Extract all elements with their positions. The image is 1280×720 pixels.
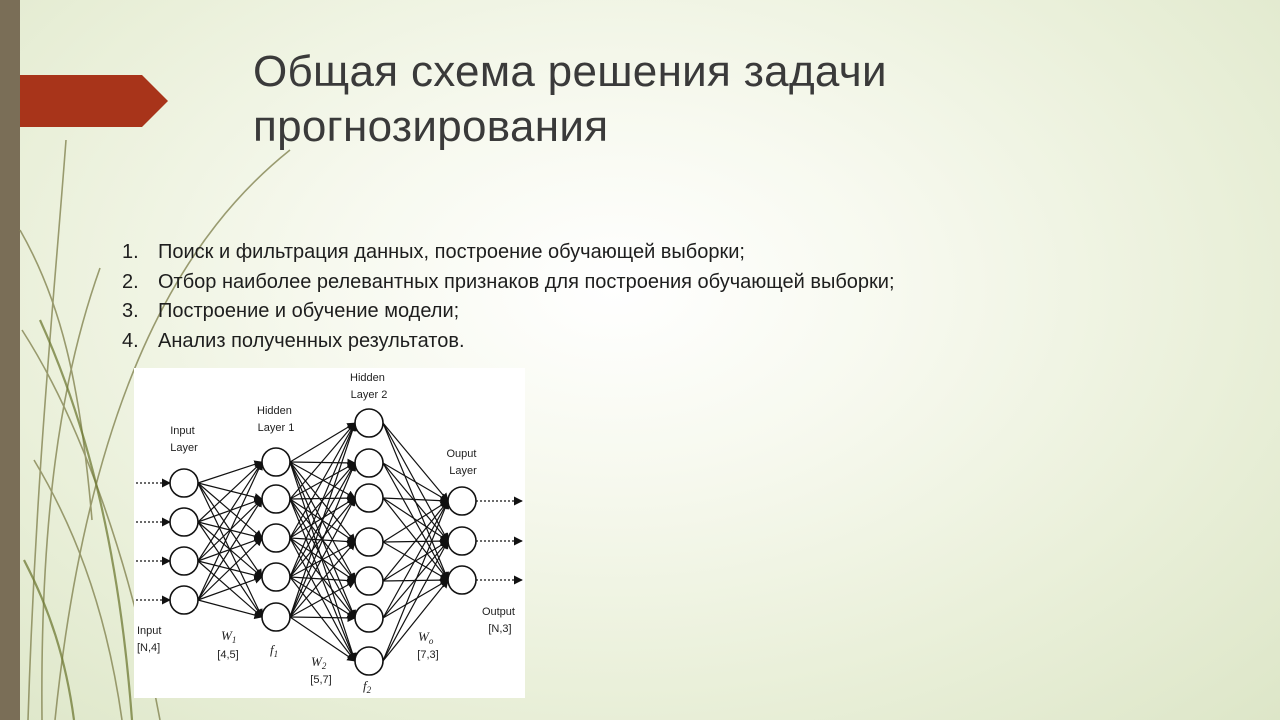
neuron-node [261,562,291,592]
io-arrows [136,478,523,605]
neuron-node [354,483,384,513]
f1-symbol: f1 [270,642,278,659]
connection-line [382,540,449,582]
connection-line [289,462,356,618]
connection-line [382,500,449,582]
input-dimension-label: Input [N,4] [137,625,165,654]
connection-line [289,461,356,543]
neuron-node [354,448,384,478]
neuron-node [261,447,291,477]
connection-line [382,579,449,619]
neuron-node [169,468,199,498]
connection-line [289,613,356,623]
left-side-bar [0,0,20,720]
neuron-node [354,646,384,676]
neuron-node [169,585,199,615]
connection-line [197,537,263,601]
list-item: 4. Анализ полученных результатов. [122,329,465,352]
neuron-node [354,408,384,438]
connection-line [289,422,356,539]
connection-line [197,482,263,502]
w2-dimension: [5,7] [310,674,331,686]
connection-line [382,540,449,662]
neuron-node [261,523,291,553]
connection-line [382,496,449,505]
connection-line [289,497,356,578]
wo-dimension: [7,3] [417,649,438,661]
neuron-node [354,566,384,596]
connection-line [289,541,356,618]
hidden-layer-1-label: Hidden Layer 1 [257,405,295,434]
connection-line [382,500,450,662]
title-accent-arrow [20,75,168,127]
slide-title: Общая схема решения задачи прогнозирован… [253,47,887,151]
connection-line [289,541,356,578]
output-dimension-label: Output [N,3] [482,606,518,635]
w1-dimension: [4,5] [217,649,238,661]
decorative-swooshes [19,139,291,720]
f2-symbol: f2 [363,678,372,695]
connection-line [382,422,449,502]
neuron-node [261,602,291,632]
connection-line [289,422,357,618]
connection-line [289,458,356,468]
connection-line [289,422,356,578]
neural-network-svg: Input Layer Hidden Layer 1 Hidden Layer … [136,372,523,695]
connection-line [197,498,263,601]
connection-line [289,422,356,463]
connection-line [382,462,449,502]
list-item: 3. Построение и обучение модели; [122,300,460,322]
connection-line [289,422,356,500]
connection-line [382,500,449,543]
connection-line [382,500,449,619]
neuron-node [354,603,384,633]
list-item: 1. Поиск и фильтрация данных, построение … [122,241,745,263]
connection-line [197,599,263,620]
steps-list: 1. Поиск и фильтрация данных, построение … [122,238,895,356]
connection-lines [197,422,450,662]
neuron-nodes [169,408,477,676]
list-item: 2. Отбор наиболее релевантных признаков д… [122,270,895,293]
connection-line [197,461,263,523]
connection-line [289,497,356,618]
connection-line [289,497,356,539]
neuron-node [169,507,199,537]
connection-line [197,461,263,601]
neuron-node [447,486,477,516]
wo-symbol: Wo [418,629,434,646]
connection-line [197,575,263,601]
connection-line [382,497,449,542]
neuron-node [169,546,199,576]
connection-line [382,579,449,662]
neuron-node [447,565,477,595]
connection-line [382,497,449,581]
w1-symbol: W1 [221,628,236,645]
w2-symbol: W2 [311,654,327,671]
neuron-node [261,484,291,514]
connection-line [289,461,357,662]
connection-line [197,461,263,562]
output-layer-label: Ouput Layer [446,448,479,477]
neural-network-diagram: Input Layer Hidden Layer 1 Hidden Layer … [134,368,525,698]
hidden-layer-2-label: Hidden Layer 2 [350,372,388,401]
neuron-node [354,527,384,557]
connection-line [382,462,449,542]
input-layer-label: Input Layer [170,425,198,454]
connection-line [197,460,263,484]
neuron-node [447,526,477,556]
connection-line [289,616,356,662]
connection-line [289,580,356,618]
